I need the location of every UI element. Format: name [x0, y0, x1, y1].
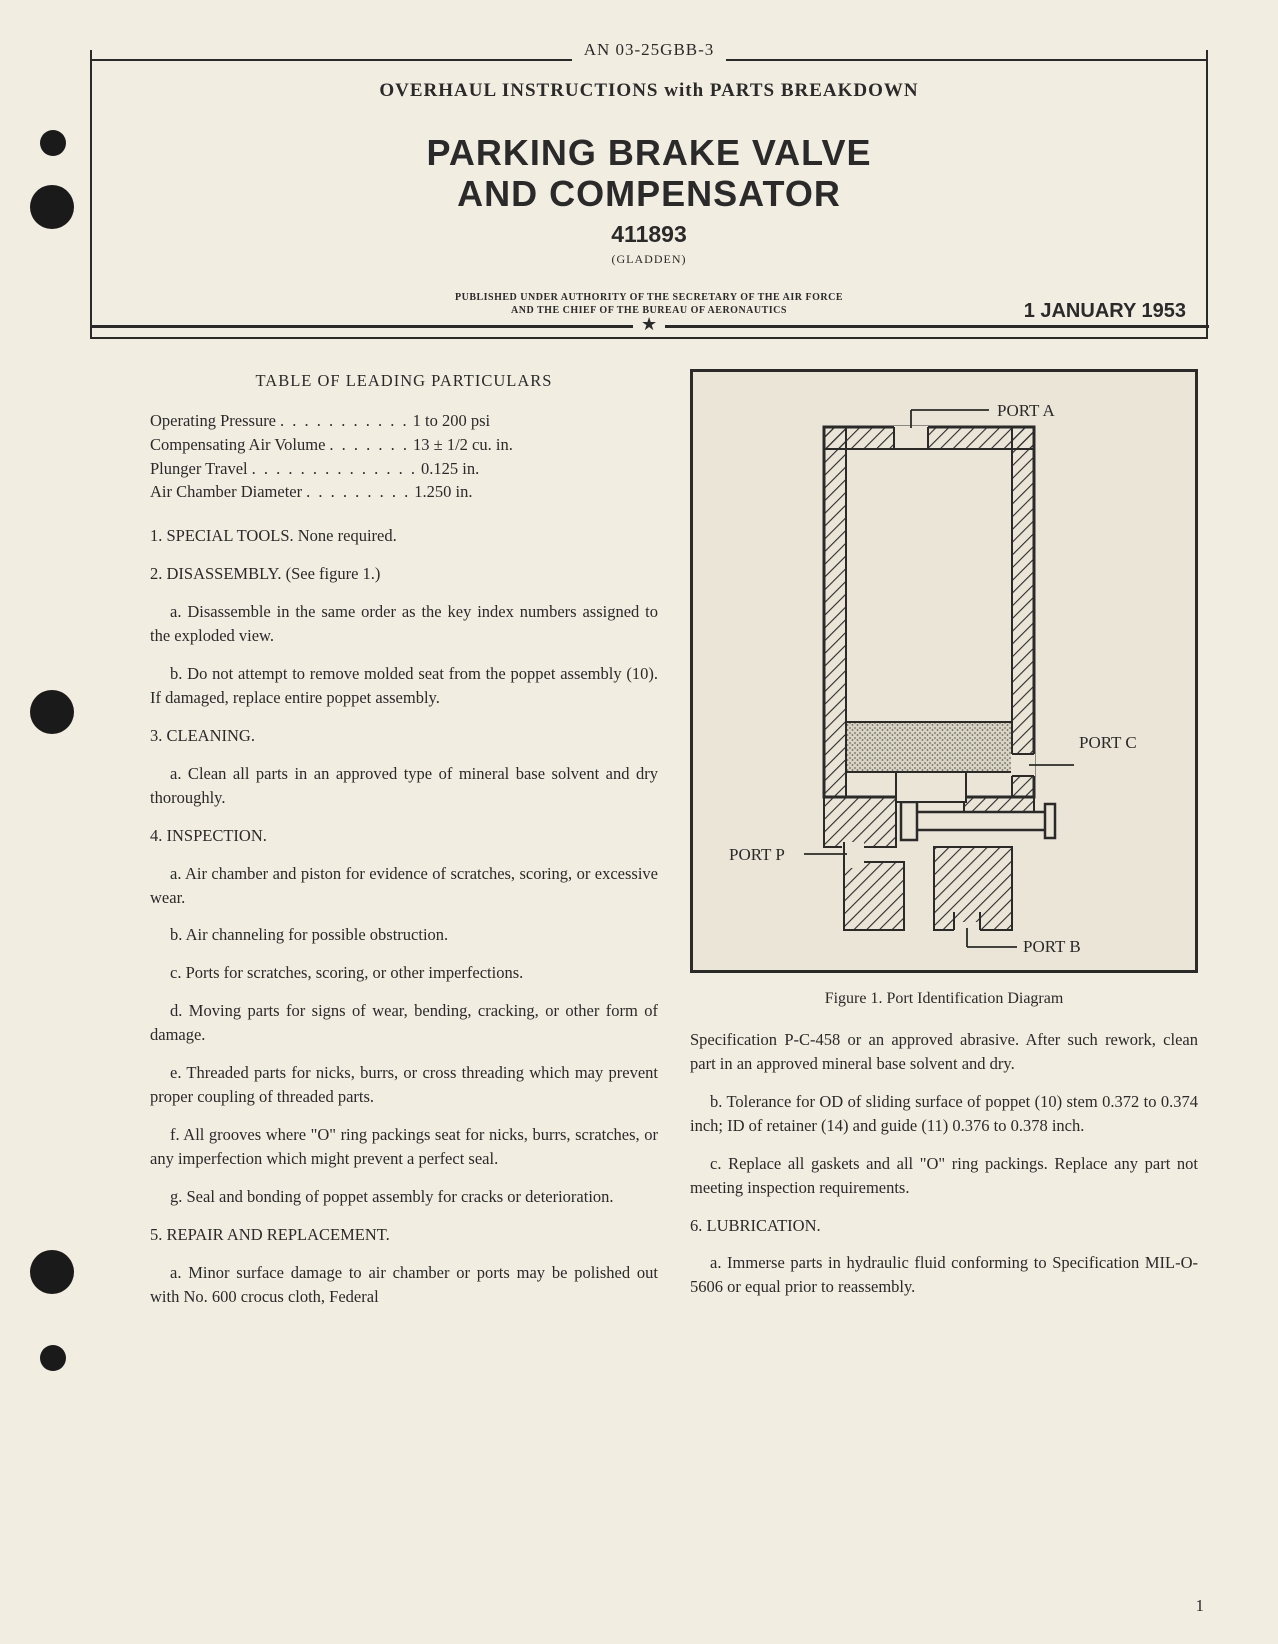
leader-dots: . . . . . . . . . — [302, 480, 414, 504]
leader-dots: . . . . . . . . . . . — [276, 409, 413, 433]
para-4c: c. Ports for scratches, scoring, or othe… — [150, 961, 658, 985]
particulars-title: TABLE OF LEADING PARTICULARS — [150, 369, 658, 393]
para-4a: a. Air chamber and piston for evidence o… — [150, 862, 658, 910]
punch-hole — [30, 690, 74, 734]
section-1: 1. SPECIAL TOOLS. None required. — [150, 524, 658, 548]
particulars-label: Operating Pressure — [150, 409, 276, 433]
punch-hole — [30, 185, 74, 229]
figure-1-box: PORT A PORT C PORT P PORT B — [690, 369, 1198, 973]
right-column: PORT A PORT C PORT P PORT B Figure 1. Po… — [690, 369, 1208, 1323]
particulars-value: 0.125 in. — [421, 457, 658, 481]
punch-hole — [40, 130, 66, 156]
port-b-label: PORT B — [1023, 937, 1081, 952]
port-a-label: PORT A — [997, 401, 1055, 420]
section-4: 4. INSPECTION. — [150, 824, 658, 848]
particulars-row: Operating Pressure . . . . . . . . . . .… — [150, 409, 658, 433]
para-2a: a. Disassemble in the same order as the … — [150, 600, 658, 648]
port-p-label: PORT P — [729, 845, 785, 864]
particulars-label: Plunger Travel — [150, 457, 248, 481]
particulars-row: Compensating Air Volume . . . . . . . 13… — [150, 433, 658, 457]
manufacturer: (GLADDEN) — [122, 252, 1176, 267]
particulars-value: 13 ± 1/2 cu. in. — [413, 433, 658, 457]
figure-1-caption: Figure 1. Port Identification Diagram — [690, 987, 1198, 1010]
para-4d: d. Moving parts for signs of wear, bendi… — [150, 999, 658, 1047]
para-4b: b. Air channeling for possible obstructi… — [150, 923, 658, 947]
particulars-value: 1.250 in. — [414, 480, 658, 504]
left-column: TABLE OF LEADING PARTICULARS Operating P… — [90, 369, 658, 1323]
particulars-table: Operating Pressure . . . . . . . . . . .… — [150, 409, 658, 505]
punch-hole — [40, 1345, 66, 1371]
para-2b: b. Do not attempt to remove molded seat … — [150, 662, 658, 710]
section-6: 6. LUBRICATION. — [690, 1214, 1198, 1238]
title-bottom-rule: ★ — [90, 316, 1209, 337]
para-4g: g. Seal and bonding of poppet assembly f… — [150, 1185, 658, 1209]
para-4e: e. Threaded parts for nicks, burrs, or c… — [150, 1061, 658, 1109]
para-3a: a. Clean all parts in an approved type o… — [150, 762, 658, 810]
main-title-line2: AND COMPENSATOR — [122, 173, 1176, 214]
para-6a: a. Immerse parts in hydraulic fluid conf… — [690, 1251, 1198, 1299]
punch-hole — [30, 1250, 74, 1294]
particulars-label: Compensating Air Volume — [150, 433, 325, 457]
leader-dots: . . . . . . . — [325, 433, 413, 457]
para-5a-part2: Specification P-C-458 or an approved abr… — [690, 1028, 1198, 1076]
document-number: AN 03-25GBB-3 — [572, 40, 727, 60]
particulars-row: Plunger Travel . . . . . . . . . . . . .… — [150, 457, 658, 481]
para-4f: f. All grooves where "O" ring packings s… — [150, 1123, 658, 1171]
overhaul-heading: OVERHAUL INSTRUCTIONS with PARTS BREAKDO… — [122, 80, 1176, 102]
port-diagram: PORT A PORT C PORT P PORT B — [729, 392, 1159, 952]
page-number: 1 — [1196, 1596, 1205, 1616]
authority-line1: PUBLISHED UNDER AUTHORITY OF THE SECRETA… — [122, 291, 1176, 304]
part-number: 411893 — [122, 221, 1176, 248]
para-5c: c. Replace all gaskets and all "O" ring … — [690, 1152, 1198, 1200]
star-icon: ★ — [633, 314, 665, 335]
particulars-row: Air Chamber Diameter . . . . . . . . . 1… — [150, 480, 658, 504]
port-c-label: PORT C — [1079, 733, 1137, 752]
particulars-value: 1 to 200 psi — [413, 409, 658, 433]
main-title-line1: PARKING BRAKE VALVE — [122, 132, 1176, 173]
section-3: 3. CLEANING. — [150, 724, 658, 748]
section-2: 2. DISASSEMBLY. (See figure 1.) — [150, 562, 658, 586]
section-5: 5. REPAIR AND REPLACEMENT. — [150, 1223, 658, 1247]
title-frame: AN 03-25GBB-3 OVERHAUL INSTRUCTIONS with… — [90, 50, 1208, 339]
content-columns: TABLE OF LEADING PARTICULARS Operating P… — [90, 369, 1208, 1323]
para-5a-part1: a. Minor surface damage to air chamber o… — [150, 1261, 658, 1309]
leader-dots: . . . . . . . . . . . . . . — [248, 457, 421, 481]
title-top-rule: AN 03-25GBB-3 — [92, 50, 1206, 70]
para-5b: b. Tolerance for OD of sliding surface o… — [690, 1090, 1198, 1138]
particulars-label: Air Chamber Diameter — [150, 480, 302, 504]
